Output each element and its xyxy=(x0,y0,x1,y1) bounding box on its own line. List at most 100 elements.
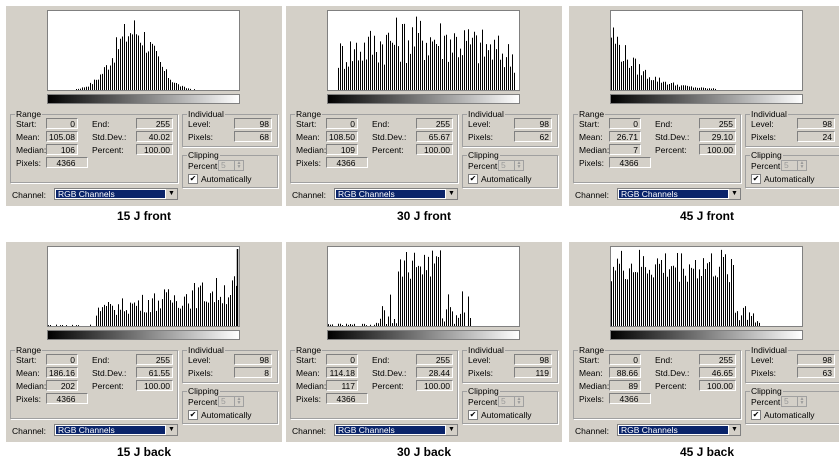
clipping-group: Clipping xyxy=(182,386,278,424)
panel-caption: 15 J back xyxy=(116,445,172,459)
clipping-legend: Clipping xyxy=(751,150,782,160)
level-value: 98 xyxy=(514,354,552,365)
individual-group: Individual xyxy=(182,345,278,383)
histogram-panel: Range Start: 0 End: 255 Mean: 26.71 Std.… xyxy=(569,6,839,224)
range-legend: Range xyxy=(579,345,605,355)
channel-select[interactable]: RGB Channels ▼ xyxy=(617,424,741,436)
end-value: 255 xyxy=(136,118,173,129)
chevron-down-icon[interactable]: ▼ xyxy=(728,189,740,199)
level-value: 98 xyxy=(234,354,272,365)
histogram-panel: Range Start: 0 End: 255 Mean: 114.18 Std… xyxy=(286,242,562,460)
mean-value: 186.16 xyxy=(46,367,78,378)
start-label: Start: xyxy=(16,119,37,129)
median-value: 106 xyxy=(46,144,78,155)
automatically-label: Automatically xyxy=(764,410,815,420)
individual-pixels-label: Pixels: xyxy=(468,132,494,142)
automatically-checkbox[interactable]: ✔ xyxy=(468,174,478,184)
individual-pixels-value: 119 xyxy=(514,367,552,378)
clipping-group: Clipping xyxy=(182,150,278,188)
channel-select[interactable]: RGB Channels ▼ xyxy=(54,424,178,436)
chevron-down-icon[interactable]: ▼ xyxy=(728,425,740,435)
percent-label: Percent: xyxy=(92,381,124,391)
mean-value: 26.71 xyxy=(609,131,641,142)
clipping-legend: Clipping xyxy=(751,386,782,396)
channel-select[interactable]: RGB Channels ▼ xyxy=(334,188,458,200)
individual-pixels-value: 62 xyxy=(514,131,552,142)
channel-select[interactable]: RGB Channels ▼ xyxy=(54,188,178,200)
histogram-dialog: Range Start: 0 End: 255 Mean: 88.66 Std.… xyxy=(569,242,839,442)
automatically-checkbox[interactable]: ✔ xyxy=(751,174,761,184)
clipping-group: Clipping xyxy=(462,150,558,188)
std-dev-value: 29.10 xyxy=(699,131,736,142)
automatically-checkbox[interactable]: ✔ xyxy=(188,410,198,420)
start-value: 0 xyxy=(46,354,78,365)
chevron-down-icon[interactable]: ▼ xyxy=(445,189,457,199)
histogram-dialog: Range Start: 0 End: 255 Mean: 186.16 Std… xyxy=(6,242,282,442)
chevron-down-icon[interactable]: ▼ xyxy=(445,425,457,435)
channel-select-value: RGB Channels xyxy=(336,426,445,434)
mean-value: 108.50 xyxy=(326,131,358,142)
chevron-down-icon[interactable]: ▼ xyxy=(165,189,177,199)
clipping-legend: Clipping xyxy=(188,150,219,160)
start-value: 0 xyxy=(46,118,78,129)
automatically-checkbox[interactable]: ✔ xyxy=(468,410,478,420)
median-label: Median: xyxy=(16,145,47,155)
histogram-svg xyxy=(48,249,239,326)
clipping-legend: Clipping xyxy=(468,150,499,160)
spinner-arrows-icon[interactable]: ▲ ▼ xyxy=(234,161,243,170)
clipping-legend: Clipping xyxy=(188,386,219,396)
individual-group: Individual xyxy=(182,109,278,147)
channel-select[interactable]: RGB Channels ▼ xyxy=(617,188,741,200)
spinner-arrows-icon[interactable]: ▲ ▼ xyxy=(797,161,806,170)
clip-percent-spinner[interactable]: 5 ▲ ▼ xyxy=(498,160,524,171)
automatically-label: Automatically xyxy=(481,174,532,184)
start-value: 0 xyxy=(326,354,358,365)
pixels-value: 4366 xyxy=(609,157,651,168)
individual-group: Individual xyxy=(462,109,558,147)
clip-percent-label: Percent: xyxy=(751,397,783,407)
channel-select[interactable]: RGB Channels ▼ xyxy=(334,424,458,436)
spinner-arrows-icon[interactable]: ▲ ▼ xyxy=(514,397,523,406)
histogram-dialog: Range Start: 0 End: 255 Mean: 108.50 Std… xyxy=(286,6,562,206)
range-legend: Range xyxy=(579,109,605,119)
clip-percent-spinner[interactable]: 5 ▲ ▼ xyxy=(498,396,524,407)
individual-pixels-label: Pixels: xyxy=(468,368,494,378)
clip-percent-spinner[interactable]: 5 ▲ ▼ xyxy=(218,396,244,407)
automatically-checkbox[interactable]: ✔ xyxy=(188,174,198,184)
median-value: 109 xyxy=(326,144,358,155)
clip-percent-spinner[interactable]: 5 ▲ ▼ xyxy=(781,160,807,171)
channel-select-value: RGB Channels xyxy=(56,190,165,198)
percent-label: Percent: xyxy=(372,381,404,391)
chevron-down-icon[interactable]: ▼ xyxy=(165,425,177,435)
channel-label: Channel: xyxy=(575,190,610,200)
panel-caption: 45 J back xyxy=(679,445,735,459)
end-value: 255 xyxy=(699,118,736,129)
individual-pixels-value: 68 xyxy=(234,131,272,142)
histogram-plot xyxy=(610,10,803,91)
spinner-arrows-icon[interactable]: ▲ ▼ xyxy=(797,397,806,406)
clip-percent-spinner[interactable]: 5 ▲ ▼ xyxy=(781,396,807,407)
histogram-svg xyxy=(338,16,515,90)
channel-label: Channel: xyxy=(575,426,610,436)
clip-percent-spinner[interactable]: 5 ▲ ▼ xyxy=(218,160,244,171)
pixels-value: 4366 xyxy=(609,393,651,404)
histogram-plot xyxy=(327,10,520,91)
spinner-arrows-icon[interactable]: ▲ ▼ xyxy=(234,397,243,406)
histogram-svg xyxy=(611,27,716,90)
range-legend: Range xyxy=(296,109,322,119)
panel-caption: 15 J front xyxy=(116,209,171,223)
end-value: 255 xyxy=(416,354,453,365)
histogram-dialog: Range Start: 0 End: 255 Mean: 26.71 Std.… xyxy=(569,6,839,206)
start-label: Start: xyxy=(16,355,37,365)
clip-percent-label: Percent: xyxy=(188,161,220,171)
spinner-arrows-icon[interactable]: ▲ ▼ xyxy=(514,161,523,170)
median-label: Median: xyxy=(16,381,47,391)
histogram-panel: Range Start: 0 End: 255 Mean: 108.50 Std… xyxy=(286,6,562,224)
start-label: Start: xyxy=(296,355,317,365)
mean-label: Mean: xyxy=(16,132,40,142)
start-label: Start: xyxy=(579,119,600,129)
end-value: 255 xyxy=(136,354,173,365)
clip-percent-value: 5 xyxy=(221,396,226,406)
clip-percent-label: Percent: xyxy=(751,161,783,171)
automatically-checkbox[interactable]: ✔ xyxy=(751,410,761,420)
